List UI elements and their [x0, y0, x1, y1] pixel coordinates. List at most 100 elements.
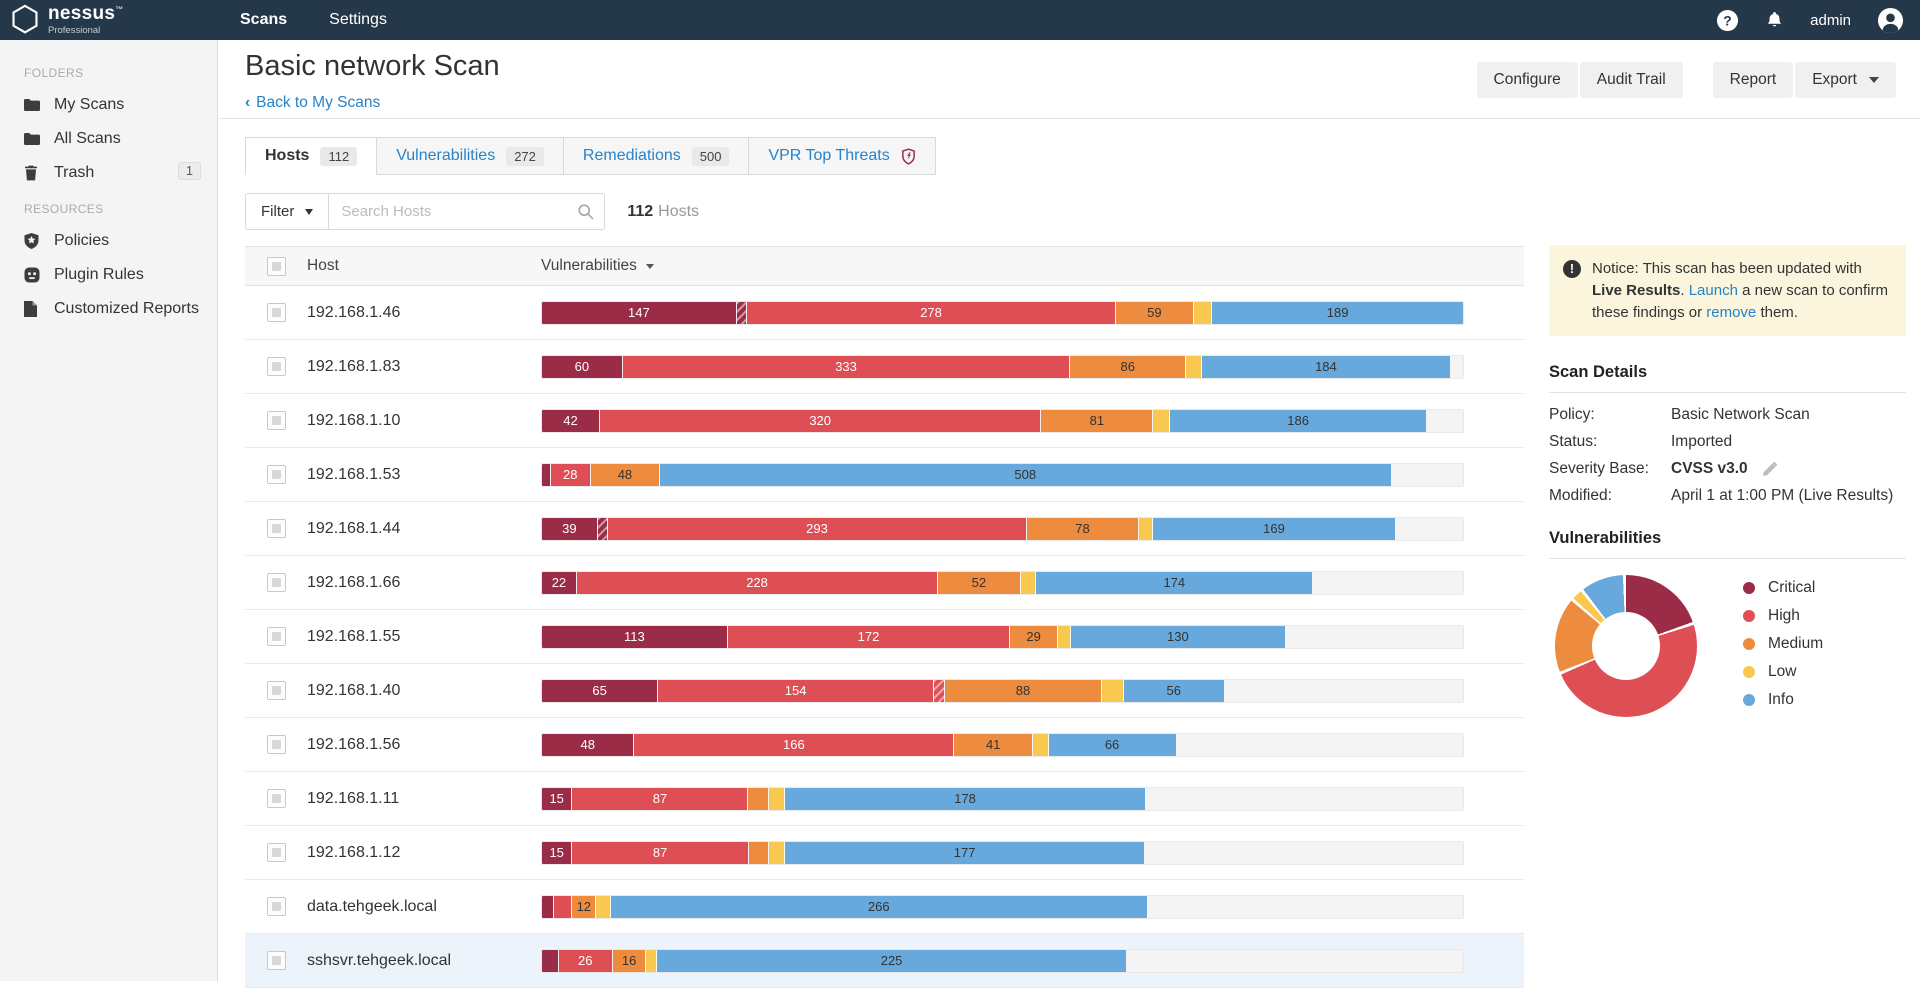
bar-segment-info: 66 [1048, 733, 1176, 756]
row-checkbox[interactable] [267, 465, 286, 484]
bar-segment-high: 26 [558, 949, 613, 972]
row-checkbox[interactable] [267, 951, 286, 970]
table-row[interactable]: 192.168.1.55 113 172 29 130 [245, 610, 1524, 664]
host-label: 192.168.1.44 [307, 519, 401, 537]
legend-label: Low [1768, 663, 1797, 681]
chart-legend: Critical High Medium Low Info [1743, 579, 1823, 719]
row-checkbox[interactable] [267, 789, 286, 808]
user-avatar-icon[interactable] [1877, 7, 1904, 34]
notifications-bell-icon[interactable] [1765, 10, 1784, 30]
sidebar: FOLDERS My Scans All Scans Trash 1 RESOURCES P… [0, 40, 218, 981]
vulnerability-bar: 42 320 81 186 [541, 408, 1464, 433]
detail-value: Basic Network Scan [1671, 406, 1810, 424]
sidebar-item-my-scans[interactable]: My Scans [0, 88, 217, 122]
vulnerability-bar: 12 266 [541, 894, 1464, 919]
select-all-checkbox[interactable] [267, 256, 286, 276]
host-label: 192.168.1.53 [307, 465, 401, 483]
configure-button[interactable]: Configure [1476, 62, 1578, 98]
hosts-table: Host Vulnerabilities 192.168.1.46 147 278 5… [245, 246, 1524, 988]
sidebar-item-label: Trash [54, 164, 95, 181]
filter-button[interactable]: Filter [245, 193, 330, 230]
nav-item-scans[interactable]: Scans [240, 11, 288, 28]
tab-hosts[interactable]: Hosts 112 [245, 137, 378, 175]
legend-dot [1743, 694, 1755, 707]
bar-segment-high [933, 679, 945, 702]
tab-remediations[interactable]: Remediations 500 [562, 137, 750, 175]
search-input[interactable] [329, 193, 606, 230]
table-row[interactable]: 192.168.1.10 42 320 81 186 [245, 394, 1524, 448]
sidebar-item-label: Policies [54, 232, 110, 249]
vulnerability-bar: 28 48 508 [541, 462, 1464, 487]
report-button[interactable]: Report [1712, 62, 1794, 98]
pencil-icon[interactable] [1762, 461, 1777, 477]
bar-segment-info: 508 [659, 463, 1391, 486]
tab-vpr-top-threats[interactable]: VPR Top Threats [748, 137, 936, 175]
document-icon [24, 301, 54, 317]
bar-segment-medium [748, 787, 769, 810]
row-checkbox[interactable] [267, 897, 286, 916]
divider [1549, 558, 1906, 560]
table-row[interactable]: 192.168.1.53 28 48 508 [245, 448, 1524, 502]
bar-segment-low [769, 841, 786, 864]
row-checkbox[interactable] [267, 681, 286, 700]
table-row[interactable]: 192.168.1.66 22 228 52 174 [245, 556, 1524, 610]
row-checkbox[interactable] [267, 735, 286, 754]
bar-segment-medium: 52 [938, 571, 1021, 594]
launch-link[interactable]: Launch [1688, 281, 1738, 299]
sidebar-item-plugin-rules[interactable]: Plugin Rules [0, 258, 217, 292]
host-label: data.tehgeek.local [307, 897, 437, 915]
table-row[interactable]: 192.168.1.40 65 154 88 56 [245, 664, 1524, 718]
table-row[interactable]: 192.168.1.11 15 87 178 [245, 772, 1524, 826]
row-checkbox[interactable] [267, 627, 286, 646]
host-label: 192.168.1.10 [307, 411, 401, 429]
table-row[interactable]: 192.168.1.56 48 166 41 66 [245, 718, 1524, 772]
vulnerability-bar: 65 154 88 56 [541, 678, 1464, 703]
column-header-host[interactable]: Host [307, 257, 339, 274]
bar-segment-info: 178 [784, 787, 1146, 810]
column-header-vulnerabilities[interactable]: Vulnerabilities [541, 257, 1464, 275]
sidebar-item-all-scans[interactable]: All Scans [0, 122, 217, 156]
table-row[interactable]: 192.168.1.12 15 87 177 [245, 826, 1524, 880]
bar-segment-critical: 15 [542, 787, 573, 810]
table-row[interactable]: 192.168.1.83 60 333 86 184 [245, 340, 1524, 394]
table-row[interactable]: 192.168.1.46 147 278 59 189 [245, 286, 1524, 340]
table-row[interactable]: sshsvr.tehgeek.local 26 16 225 [245, 934, 1524, 988]
notice-text: them. [1756, 303, 1798, 321]
row-checkbox[interactable] [267, 303, 286, 322]
folder-icon [24, 98, 54, 112]
bar-segment-critical [542, 949, 559, 972]
bar-segment-high: 28 [550, 463, 591, 486]
nav-item-settings[interactable]: Settings [329, 11, 387, 28]
legend-item-low: Low [1743, 663, 1823, 681]
row-checkbox[interactable] [267, 357, 286, 376]
help-icon[interactable]: ? [1716, 9, 1739, 32]
row-checkbox[interactable] [267, 573, 286, 592]
row-checkbox[interactable] [267, 411, 286, 430]
table-row[interactable]: 192.168.1.44 39 293 78 169 [245, 502, 1524, 556]
notice-text: a new scan to confirm these findings or [1592, 281, 1889, 321]
legend-label: Medium [1768, 635, 1824, 653]
sidebar-item-trash[interactable]: Trash 1 [0, 156, 217, 190]
legend-item-info: Info [1743, 691, 1823, 709]
vulnerability-bar: 15 87 178 [541, 786, 1464, 811]
button-label: Configure [1493, 71, 1561, 88]
remove-link[interactable]: remove [1706, 303, 1757, 321]
export-button[interactable]: Export [1795, 62, 1896, 98]
sidebar-item-customized-reports[interactable]: Customized Reports [0, 292, 217, 326]
back-to-my-scans-link[interactable]: ‹ Back to My Scans [245, 94, 381, 111]
row-checkbox[interactable] [267, 519, 286, 538]
host-label: 192.168.1.46 [307, 303, 401, 321]
detail-label: Severity Base: [1549, 460, 1649, 478]
sidebar-item-policies[interactable]: Policies [0, 224, 217, 258]
bar-segment-info: 169 [1153, 517, 1395, 540]
notice-text: . [1680, 281, 1689, 299]
row-checkbox[interactable] [267, 843, 286, 862]
user-name[interactable]: admin [1810, 11, 1851, 29]
table-row[interactable]: data.tehgeek.local 12 266 [245, 880, 1524, 934]
exclamation-icon: ! [1563, 260, 1581, 278]
scan-details-title: Scan Details [1549, 363, 1648, 382]
audit-trail-button[interactable]: Audit Trail [1579, 62, 1683, 98]
tab-label: Remediations [582, 147, 681, 164]
tab-vulnerabilities[interactable]: Vulnerabilities 272 [376, 137, 564, 175]
bar-segment-medium: 12 [572, 895, 597, 918]
